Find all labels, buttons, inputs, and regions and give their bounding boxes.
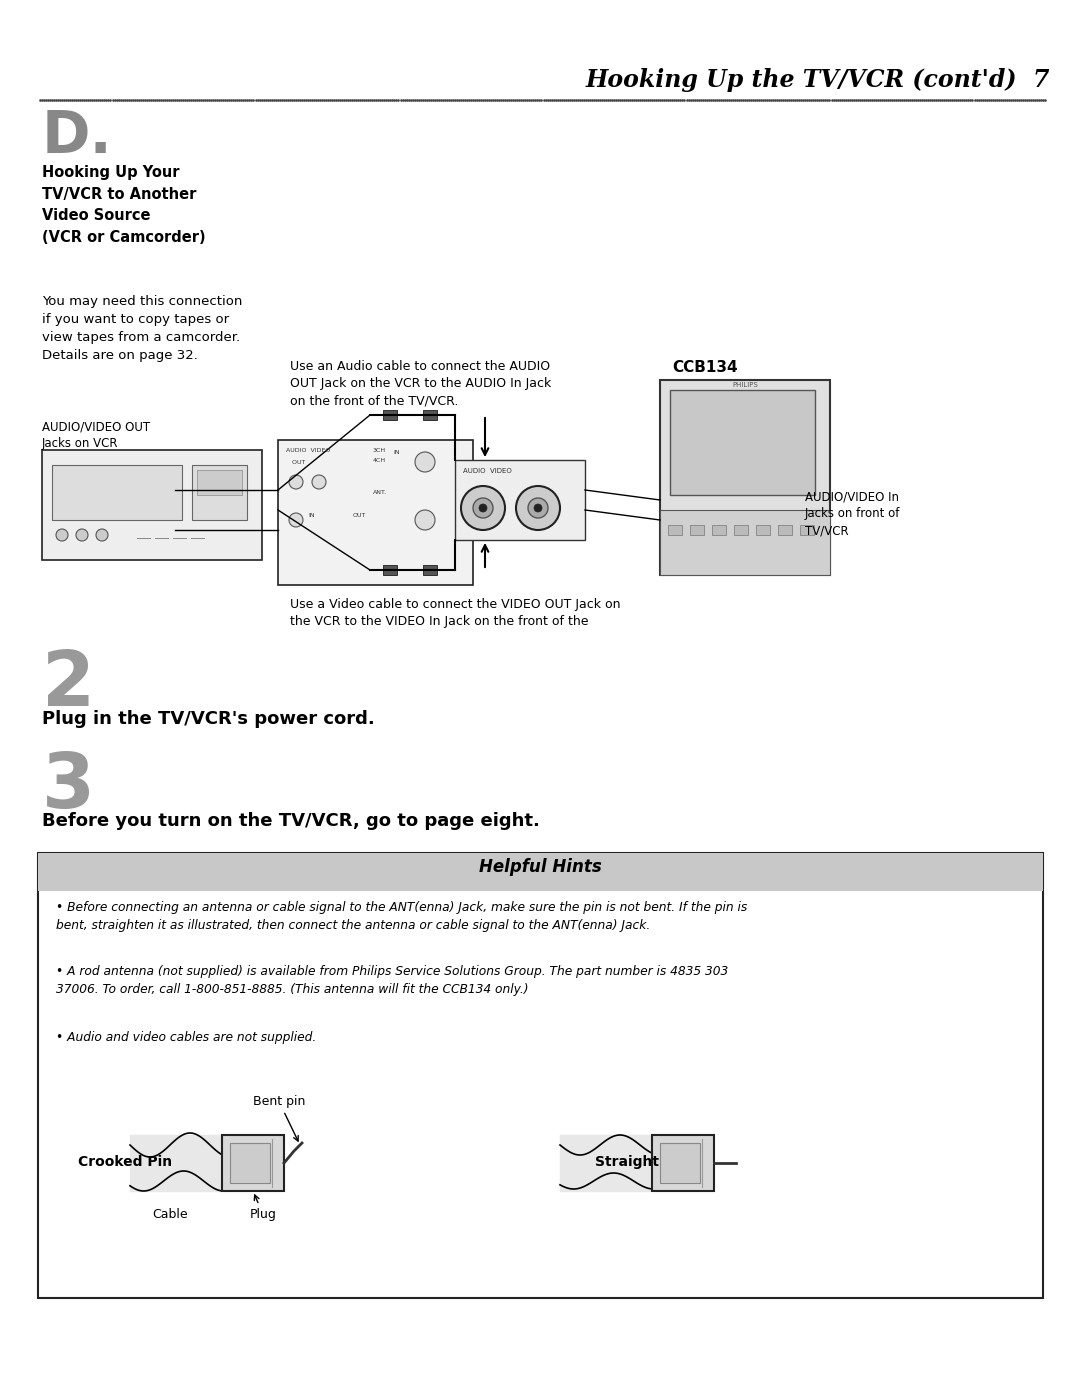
Circle shape (516, 486, 561, 529)
Bar (222, 1134, 284, 1192)
Text: CCB134: CCB134 (672, 360, 738, 374)
Circle shape (56, 529, 68, 541)
Bar (423, 409, 437, 420)
Bar (660, 380, 831, 576)
Circle shape (76, 529, 87, 541)
Circle shape (480, 504, 487, 511)
Text: Straight Pin: Straight Pin (595, 1155, 689, 1169)
Text: D.: D. (42, 108, 112, 165)
Bar (669, 525, 681, 535)
Bar (230, 1143, 270, 1183)
Text: OUT: OUT (353, 513, 366, 518)
Text: ANT.: ANT. (373, 490, 387, 495)
Text: 3: 3 (42, 750, 95, 824)
Text: Plug: Plug (249, 1194, 276, 1221)
Text: Plug in the TV/VCR's power cord.: Plug in the TV/VCR's power cord. (42, 710, 375, 728)
Bar (455, 460, 585, 541)
Text: Crooked Pin: Crooked Pin (78, 1155, 172, 1169)
Circle shape (461, 486, 505, 529)
Text: Before you turn on the TV/VCR, go to page eight.: Before you turn on the TV/VCR, go to pag… (42, 812, 540, 830)
Bar (42, 450, 262, 560)
Bar (383, 409, 397, 420)
Circle shape (312, 475, 326, 489)
Circle shape (415, 453, 435, 472)
Circle shape (473, 497, 492, 518)
Text: AUDIO/VIDEO In
Jacks on front of
TV/VCR: AUDIO/VIDEO In Jacks on front of TV/VCR (805, 490, 901, 538)
Bar (652, 1134, 714, 1192)
Text: Bent pin: Bent pin (253, 1095, 306, 1141)
Bar (278, 440, 473, 585)
Circle shape (96, 529, 108, 541)
Bar (52, 465, 183, 520)
Circle shape (534, 504, 542, 511)
Bar (423, 564, 437, 576)
Circle shape (415, 510, 435, 529)
Circle shape (289, 475, 303, 489)
Text: OUT: OUT (286, 460, 306, 465)
Text: AUDIO  VIDEO: AUDIO VIDEO (463, 468, 512, 474)
Text: Hooking Up Your
TV/VCR to Another
Video Source
(VCR or Camcorder): Hooking Up Your TV/VCR to Another Video … (42, 165, 205, 244)
Bar (734, 525, 748, 535)
Text: Hooking Up the TV/VCR (cont'd)  7: Hooking Up the TV/VCR (cont'd) 7 (585, 68, 1050, 92)
Bar (712, 525, 726, 535)
Text: 3CH: 3CH (373, 448, 387, 453)
Text: 4CH: 4CH (373, 458, 387, 462)
Text: You may need this connection
if you want to copy tapes or
view tapes from a camc: You may need this connection if you want… (42, 295, 242, 362)
Bar (197, 469, 242, 495)
Text: Helpful Hints: Helpful Hints (480, 858, 602, 876)
Text: Use an Audio cable to connect the AUDIO
OUT Jack on the VCR to the AUDIO In Jack: Use an Audio cable to connect the AUDIO … (291, 360, 551, 408)
Text: 2: 2 (42, 648, 95, 722)
Circle shape (528, 497, 548, 518)
Bar (670, 390, 815, 495)
Bar (38, 854, 1043, 1298)
Bar (690, 525, 704, 535)
Bar (778, 525, 792, 535)
Bar (800, 525, 814, 535)
Bar (383, 564, 397, 576)
Text: AUDIO/VIDEO OUT
Jacks on VCR: AUDIO/VIDEO OUT Jacks on VCR (42, 420, 150, 450)
Bar (660, 510, 831, 576)
Bar (756, 525, 770, 535)
Bar (38, 854, 1043, 891)
Text: • Before connecting an antenna or cable signal to the ANT(enna) Jack, make sure : • Before connecting an antenna or cable … (56, 901, 747, 932)
Circle shape (289, 513, 303, 527)
Text: • A rod antenna (not supplied) is available from Philips Service Solutions Group: • A rod antenna (not supplied) is availa… (56, 965, 728, 996)
Text: IN: IN (393, 450, 400, 455)
Text: Use a Video cable to connect the VIDEO OUT Jack on
the VCR to the VIDEO In Jack : Use a Video cable to connect the VIDEO O… (291, 598, 621, 629)
Text: AUDIO  VIDEO: AUDIO VIDEO (286, 448, 330, 453)
Bar (192, 465, 247, 520)
Text: Cable: Cable (152, 1208, 188, 1221)
Text: IN: IN (308, 513, 314, 518)
Text: • Audio and video cables are not supplied.: • Audio and video cables are not supplie… (56, 1031, 316, 1044)
Text: PHILIPS: PHILIPS (732, 381, 758, 388)
Bar (660, 1143, 700, 1183)
